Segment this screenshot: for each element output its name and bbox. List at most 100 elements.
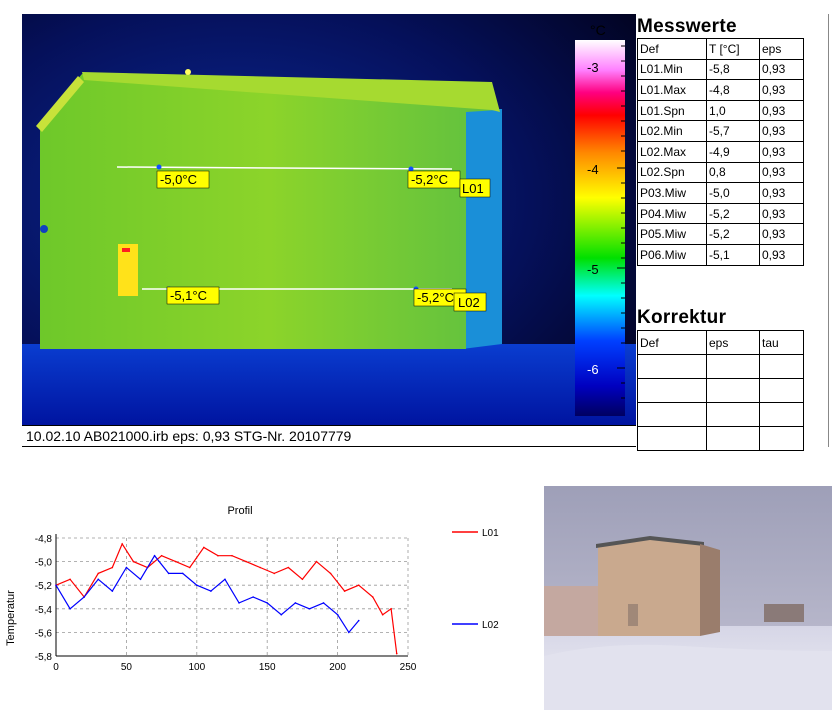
line-label-text: L02: [458, 295, 480, 310]
data-point: [294, 602, 297, 604]
chart-title: Profil: [227, 505, 252, 517]
table-row[interactable]: L02.Spn 0,8 0,93: [637, 161, 804, 184]
table-row[interactable]: L02.Min -5,7 0,93: [637, 120, 804, 142]
x-tick-label: 250: [400, 662, 417, 673]
measure-point-p04[interactable]: [408, 166, 414, 172]
x-tick-label: 50: [121, 662, 133, 673]
y-tick-label: -5,0: [35, 558, 53, 569]
table-cell: [759, 354, 804, 379]
thermal-bracket: [40, 225, 48, 233]
korrektur-title: Korrektur: [637, 307, 727, 328]
thermal-image: -5,0°C -5,2°C L01 -5,1°C -5,2°C L02: [22, 14, 636, 425]
table-cell: 1,0: [706, 99, 760, 122]
table-cell: L02.Spn: [637, 161, 707, 184]
table-header-cell: eps: [759, 38, 804, 60]
table-row[interactable]: L01.Min -5,8 0,93: [637, 58, 804, 81]
table-header-row: Def eps tau: [637, 330, 804, 355]
data-point: [181, 572, 184, 575]
data-point: [121, 543, 123, 545]
table-cell: 0,93: [759, 120, 804, 142]
table-cell: 0,93: [759, 182, 804, 204]
data-point: [301, 578, 304, 581]
thermal-facade: [40, 74, 498, 349]
data-point: [357, 619, 360, 622]
data-point: [287, 566, 290, 569]
table-cell: [637, 402, 707, 427]
line-label-l02: L02: [453, 292, 487, 312]
table-cell: [637, 354, 707, 379]
photo-door: [628, 604, 638, 626]
data-point: [55, 584, 57, 586]
image-caption: 10.02.10 AB021000.irb eps: 0,93 STG-Nr. …: [22, 425, 636, 447]
data-point: [210, 590, 212, 592]
table-cell: 0,93: [759, 99, 804, 122]
measure-point-p03[interactable]: [156, 164, 162, 170]
data-point: [259, 566, 261, 569]
photo-far-building: [764, 604, 804, 622]
y-tick-label: -4,8: [35, 534, 53, 545]
table-row[interactable]: P03.Miw -5,0 0,93: [637, 182, 804, 204]
thermal-hotspot: [185, 69, 191, 75]
spot-label-text: -5,0°C: [160, 172, 197, 187]
table-cell: [706, 402, 760, 427]
y-tick-label: -5,2: [35, 581, 53, 592]
series-line-l02: [55, 554, 360, 634]
spot-label-p06: -5,2°C: [413, 288, 467, 307]
table-row[interactable]: [637, 402, 804, 427]
table-cell: 0,93: [759, 79, 804, 101]
table-row[interactable]: [637, 354, 804, 379]
table-cell: P06.Miw: [637, 243, 707, 266]
table-cell: 0,93: [759, 223, 804, 245]
table-cell: [759, 402, 804, 427]
data-point: [329, 572, 332, 575]
data-point: [125, 566, 128, 569]
photo-wall: [544, 586, 600, 636]
data-point: [139, 578, 142, 581]
photo-snow-drift: [544, 644, 832, 710]
data-point: [395, 652, 398, 655]
data-point: [322, 602, 325, 604]
data-point: [203, 546, 205, 549]
table-cell: L01.Spn: [637, 99, 707, 122]
thermal-left-edge: [36, 76, 84, 132]
table-row[interactable]: P04.Miw -5,2 0,93: [637, 202, 804, 225]
data-point: [69, 608, 71, 610]
y-tick-label: -5,8: [35, 652, 53, 663]
table-header-cell: Def: [637, 330, 707, 355]
thermal-door-hotspot: [122, 248, 130, 252]
table-cell: 0,93: [759, 58, 804, 81]
data-point: [348, 631, 350, 634]
table-header-cell: eps: [706, 330, 760, 355]
data-point: [160, 554, 163, 557]
y-tick-label: -5,4: [35, 605, 53, 616]
table-row[interactable]: [637, 426, 804, 451]
messwerte-title: Messwerte: [637, 16, 737, 37]
x-tick-label: 100: [188, 662, 205, 673]
color-scale: -3 -4 -5 -6: [575, 40, 625, 416]
data-point: [153, 554, 156, 557]
spot-label-text: -5,2°C: [417, 290, 454, 305]
table-header-row: Def T [°C] eps: [637, 38, 804, 60]
measure-line-l01[interactable]: [116, 166, 453, 170]
table-row[interactable]: [637, 378, 804, 403]
spot-label-p04: -5,2°C: [407, 170, 461, 189]
x-tick-label: 200: [329, 662, 346, 673]
color-scale-ticks: [617, 45, 625, 399]
scale-tick--4: -4: [587, 162, 599, 177]
spot-label-p03: -5,0°C: [156, 170, 210, 189]
data-point: [343, 590, 346, 592]
table-row[interactable]: L02.Max -4,9 0,93: [637, 140, 804, 163]
spot-label-p05: -5,1°C: [166, 286, 220, 305]
table-row[interactable]: P06.Miw -5,1 0,93: [637, 243, 804, 266]
thermal-ground: [22, 344, 636, 425]
table-row[interactable]: L01.Max -4,8 0,93: [637, 79, 804, 101]
chart-series: [55, 542, 398, 655]
data-point: [280, 613, 283, 616]
table-cell: -4,9: [706, 140, 760, 163]
table-cell: -5,8: [706, 58, 760, 81]
data-point: [336, 613, 339, 616]
table-row[interactable]: P05.Miw -5,2 0,93: [637, 223, 804, 245]
table-row[interactable]: L01.Spn 1,0 0,93: [637, 99, 804, 122]
table-cell: [706, 426, 760, 451]
photo-roof: [596, 536, 704, 548]
